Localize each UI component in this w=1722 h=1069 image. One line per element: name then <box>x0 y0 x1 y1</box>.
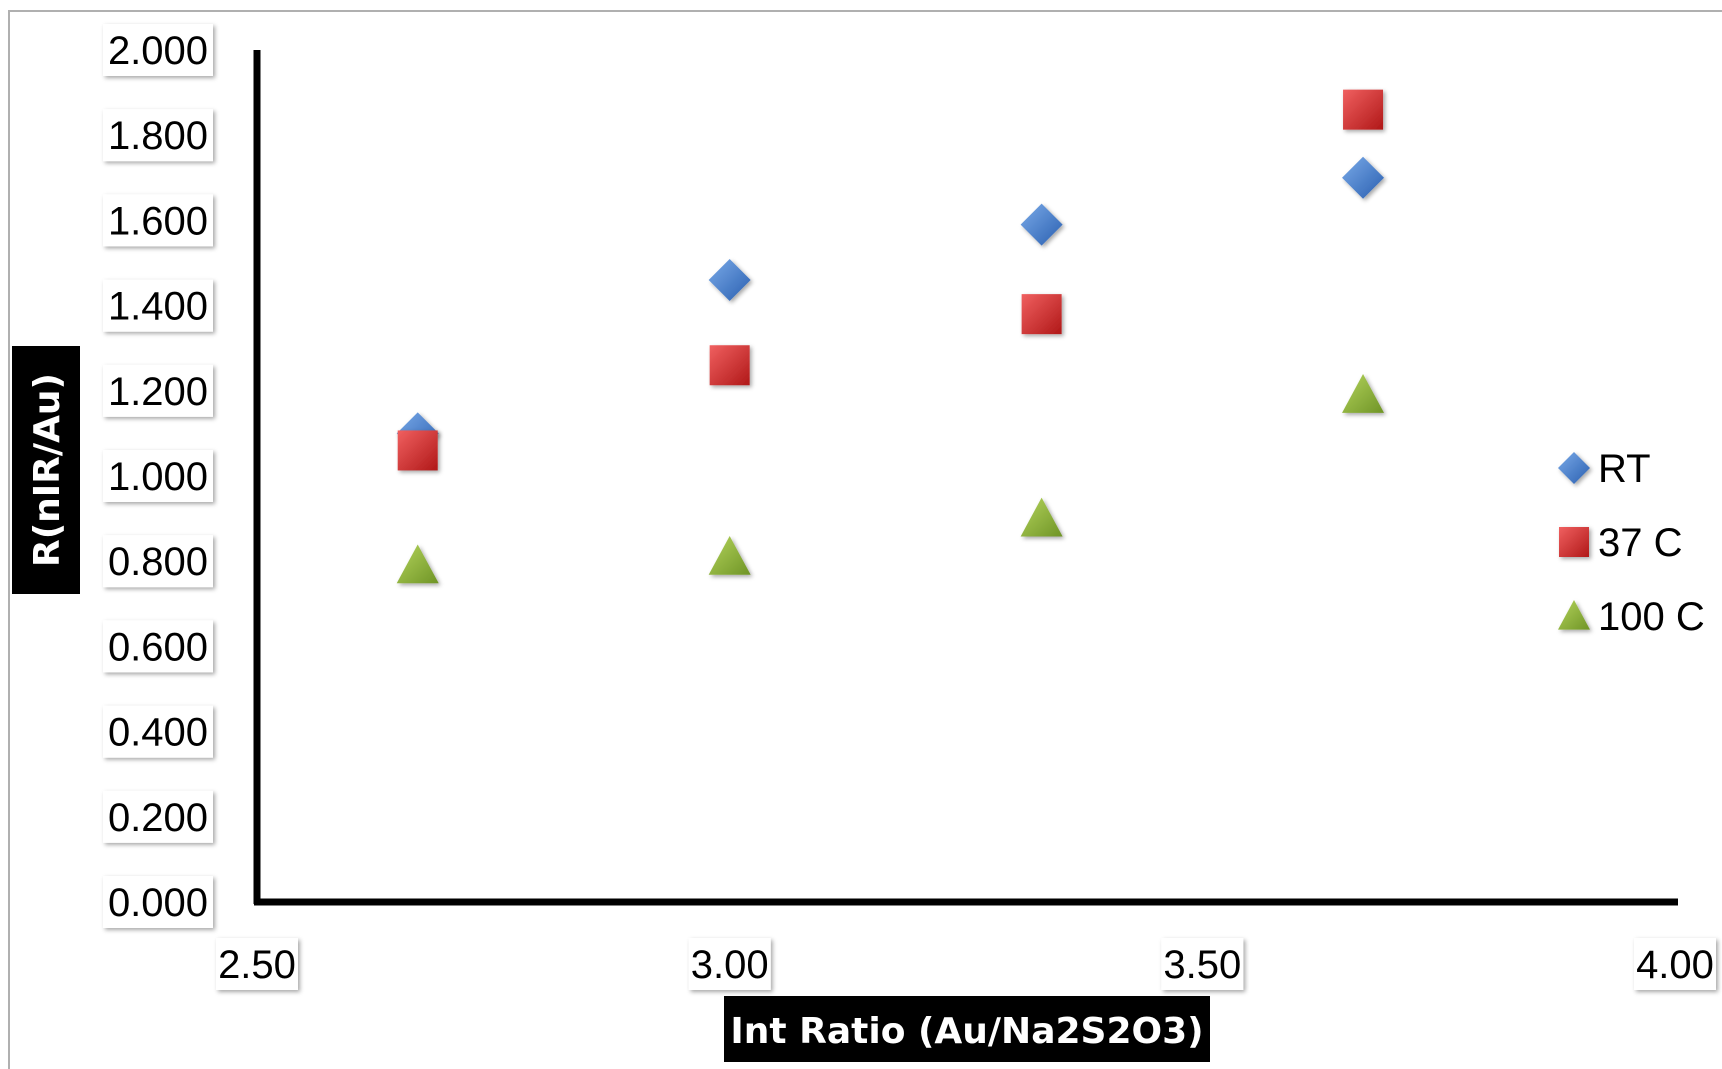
data-point-square <box>397 430 438 471</box>
y-tick-label: 1.800 <box>103 109 213 162</box>
legend-label: 100 C <box>1598 595 1705 639</box>
y-tick-text: 0.000 <box>108 881 208 925</box>
y-tick-label: 0.800 <box>103 535 213 588</box>
legend-label: RT <box>1598 447 1651 491</box>
x-axis-title-box <box>724 996 1210 1062</box>
data-point-triangle <box>396 544 439 584</box>
legend: RT 37 C 100 C <box>1558 447 1705 639</box>
data-point-diamond <box>1020 203 1063 246</box>
y-tick-box <box>103 705 213 758</box>
y-tick-box <box>103 194 213 247</box>
y-axis-title: R(nIR/Au) <box>27 373 68 567</box>
y-tick-label: 1.000 <box>103 450 213 502</box>
x-tick-text: 2.50 <box>218 943 296 987</box>
x-tick-box <box>1634 938 1716 990</box>
legend-item: 37 C <box>1559 521 1683 565</box>
x-tick-text: 3.00 <box>691 943 769 987</box>
y-tick-text: 1.000 <box>108 455 208 499</box>
legend-marker-square <box>1559 527 1589 557</box>
y-tick-box <box>103 279 213 332</box>
y-tick-text: 1.200 <box>108 370 208 414</box>
y-tick-box <box>103 790 213 843</box>
y-tick-box <box>103 364 213 417</box>
x-tick-box <box>216 938 298 990</box>
data-point-square <box>1021 294 1062 335</box>
x-tick-box <box>1161 938 1244 990</box>
y-axis-title-box <box>12 346 80 594</box>
data-point-square <box>1343 89 1384 130</box>
y-tick-box <box>103 535 213 588</box>
legend-label: 37 C <box>1598 521 1683 565</box>
x-axis-title: Int Ratio (Au/Na2S2O3) <box>730 1011 1203 1052</box>
y-tick-box <box>103 876 213 928</box>
legend-item: RT <box>1558 447 1651 491</box>
y-tick-label: 2.000 <box>103 24 213 76</box>
x-tick-text: 3.50 <box>1163 943 1241 987</box>
data-points <box>396 89 1385 584</box>
data-point-triangle <box>708 535 751 575</box>
x-tick-label: 4.00 <box>1634 938 1716 990</box>
x-tick-text: 4.00 <box>1636 943 1714 987</box>
legend-marker-diamond <box>1558 452 1590 484</box>
y-tick-labels: 0.000 0.200 0.400 0.600 0.800 1.000 1.200 1.400… <box>103 24 213 928</box>
y-tick-text: 0.800 <box>108 540 208 584</box>
legend-item: 100 C <box>1558 595 1705 639</box>
y-tick-box <box>103 24 213 76</box>
y-tick-box <box>103 620 213 673</box>
y-tick-label: 0.600 <box>103 620 213 673</box>
y-axis-title-group: R(nIR/Au) <box>12 346 80 594</box>
y-tick-label: 1.200 <box>103 364 213 417</box>
y-tick-text: 1.400 <box>108 285 208 329</box>
y-tick-label: 0.000 <box>103 876 213 928</box>
x-tick-box <box>688 938 771 990</box>
data-point-triangle <box>1020 497 1063 537</box>
y-tick-label: 0.400 <box>103 705 213 758</box>
y-tick-box <box>103 109 213 162</box>
data-point-triangle <box>1342 374 1385 413</box>
y-tick-label: 0.200 <box>103 790 213 843</box>
y-tick-label: 1.600 <box>103 194 213 247</box>
chart-frame <box>8 10 1722 1069</box>
data-point-diamond <box>1342 156 1385 199</box>
x-tick-labels: 2.50 3.00 3.50 4.00 <box>216 938 1716 990</box>
x-axis-title-group: Int Ratio (Au/Na2S2O3) <box>724 996 1210 1062</box>
x-tick-label: 2.50 <box>216 938 298 990</box>
y-tick-label: 1.400 <box>103 279 213 332</box>
data-point-square <box>709 345 750 386</box>
x-tick-label: 3.50 <box>1161 938 1244 990</box>
data-point-diamond <box>708 259 751 302</box>
y-tick-text: 1.600 <box>108 199 208 243</box>
y-tick-text: 0.200 <box>108 796 208 840</box>
y-tick-text: 1.800 <box>108 114 208 158</box>
y-tick-text: 0.400 <box>108 711 208 755</box>
y-tick-box <box>103 450 213 502</box>
legend-marker-triangle <box>1558 600 1590 630</box>
x-tick-label: 3.00 <box>688 938 771 990</box>
y-tick-text: 2.000 <box>108 29 208 73</box>
y-tick-text: 0.600 <box>108 625 208 669</box>
